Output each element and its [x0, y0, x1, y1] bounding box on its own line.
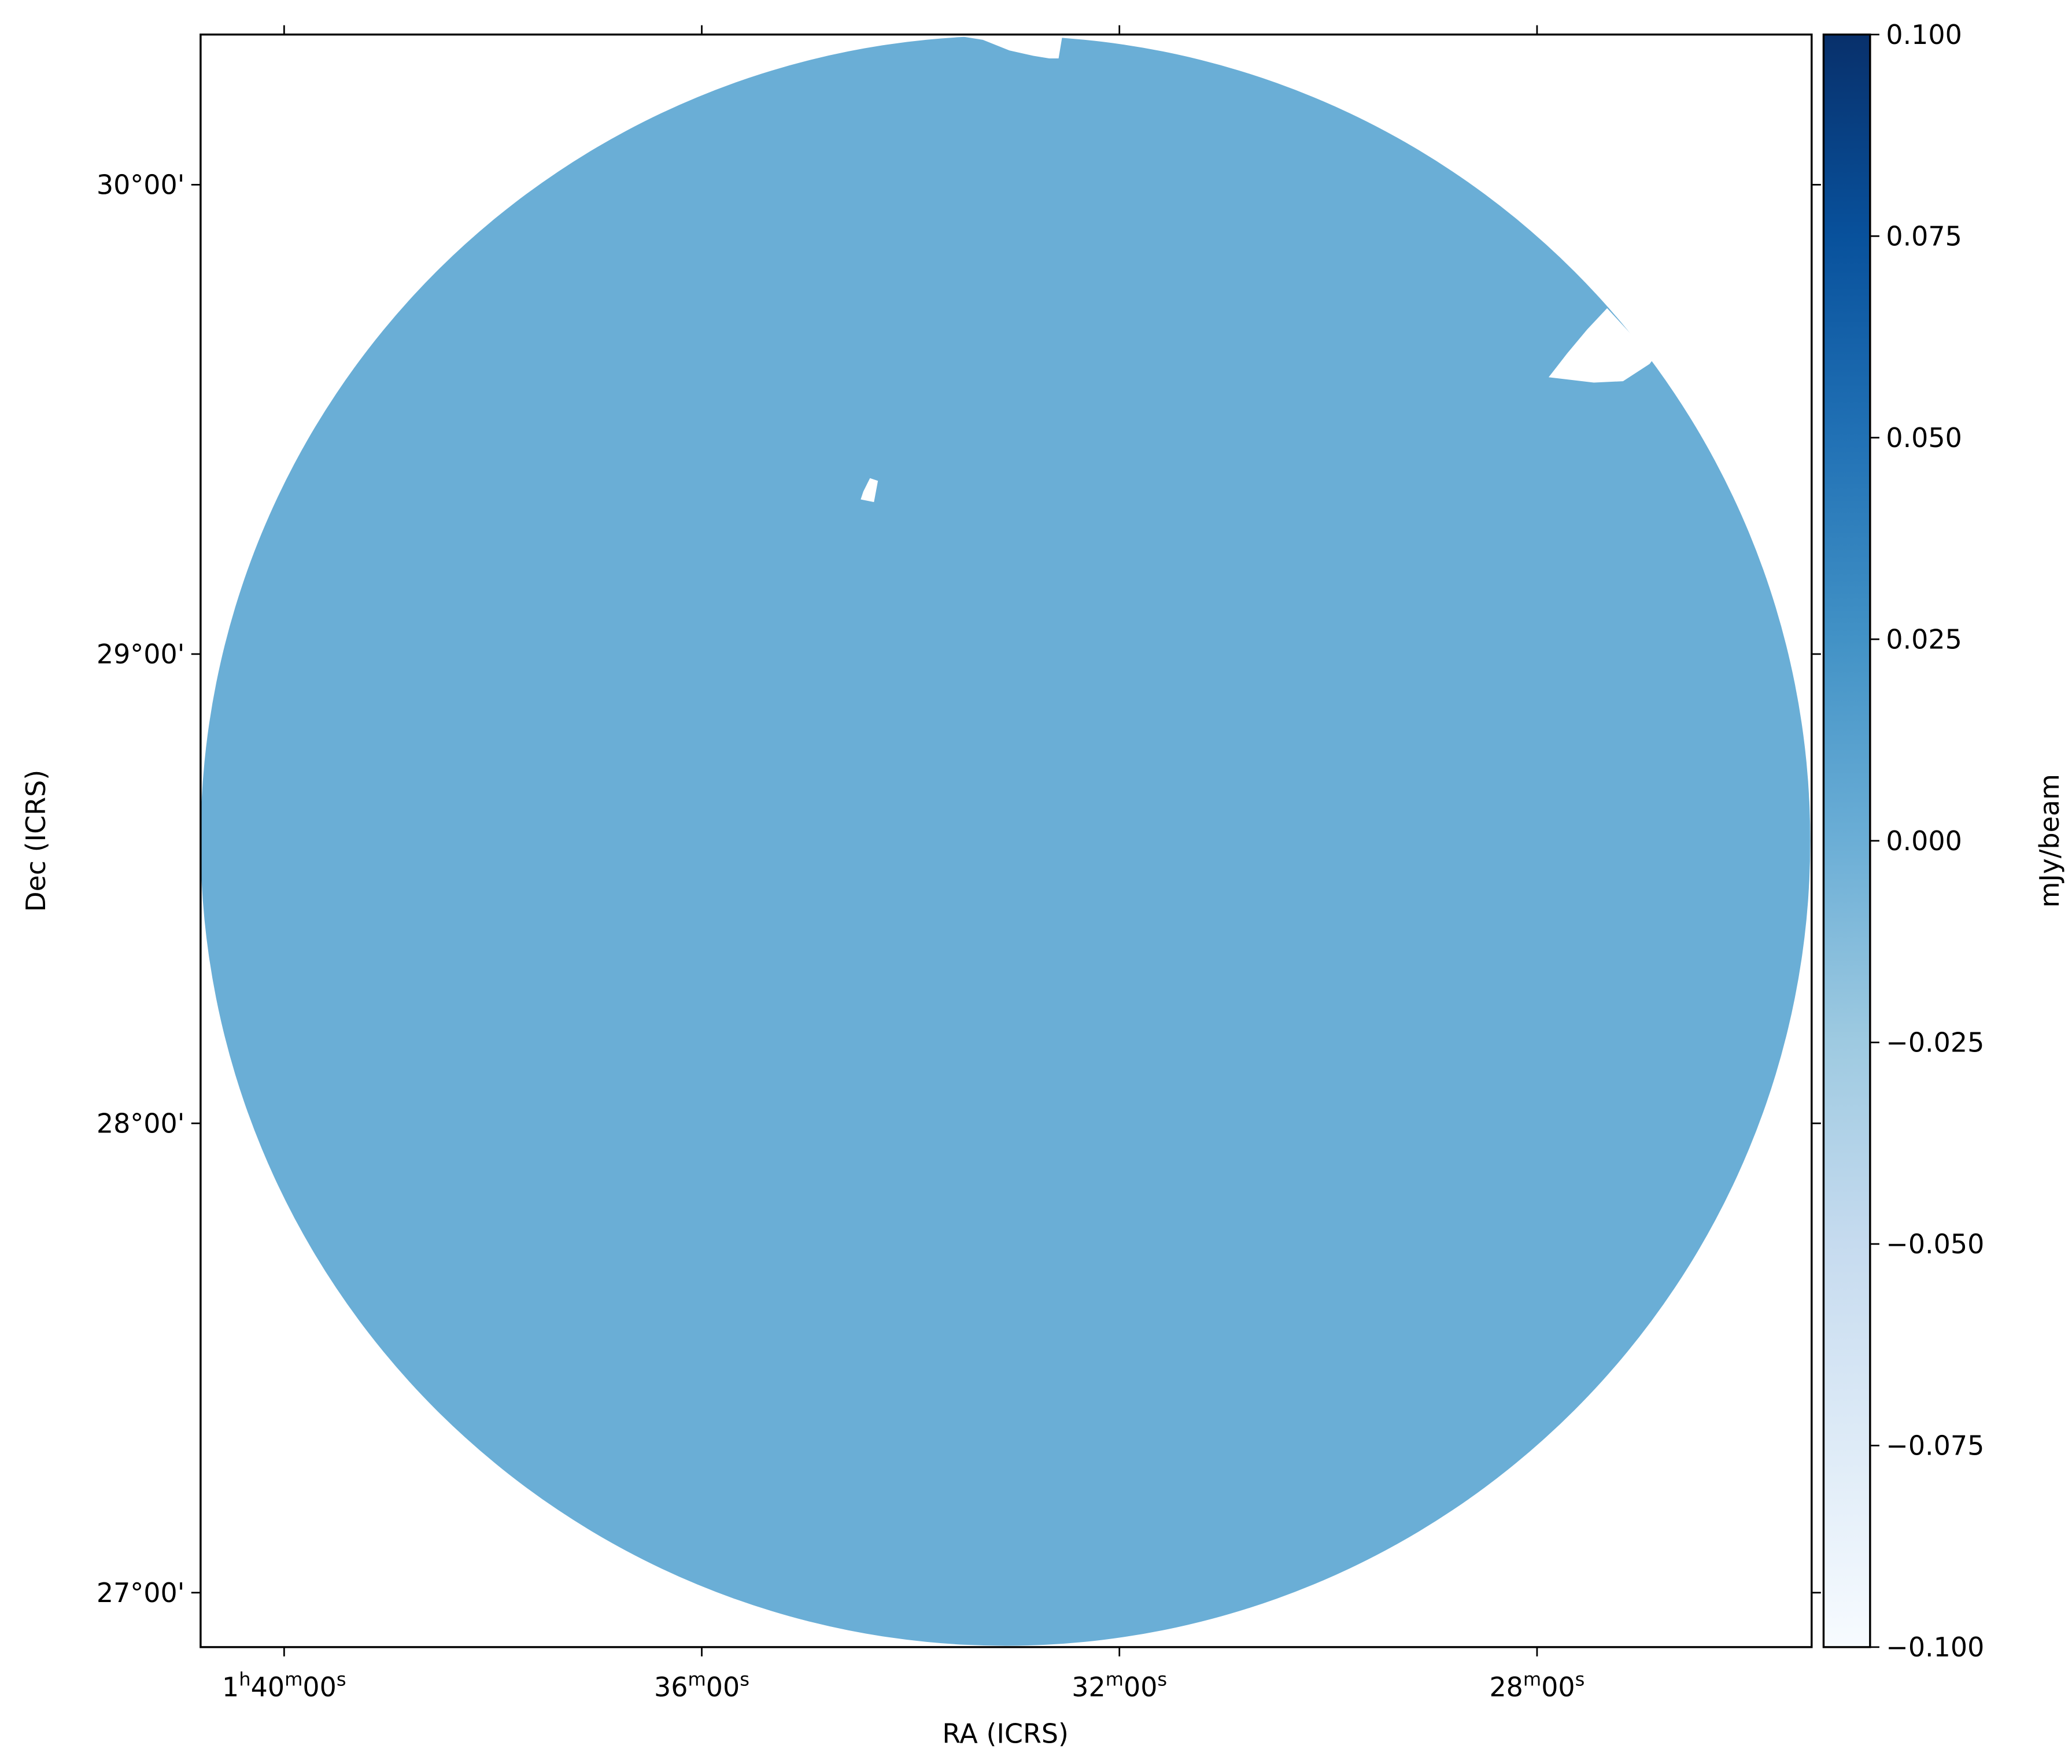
colorbar-tick-label: 0.100 [1886, 19, 1962, 50]
colorbar-label: mJy/beam [2034, 774, 2065, 907]
colorbar-tick-label: 0.025 [1886, 623, 1962, 655]
colorbar-tick-label: 0.000 [1886, 825, 1962, 857]
y-tick-label: 28°00' [97, 1108, 184, 1139]
colorbar-tick-label: −0.050 [1886, 1228, 1984, 1260]
y-tick-label: 27°00' [97, 1577, 184, 1608]
y-tick-label: 30°00' [97, 169, 184, 200]
x-tick-label: 28m00s [1489, 1668, 1585, 1702]
colorbar [1822, 33, 1871, 1648]
sky-image [201, 36, 1811, 1646]
y-axis-label: Dec (ICRS) [20, 770, 51, 912]
colorbar-tick-label: 0.050 [1886, 422, 1962, 453]
masked-region [1549, 308, 1654, 383]
colorbar-tick-label: −0.025 [1886, 1027, 1984, 1058]
image-area [201, 34, 1811, 1646]
x-tick-label: 1h40m00s [222, 1668, 346, 1702]
plot-frame [200, 33, 1813, 1648]
x-axis-label: RA (ICRS) [942, 1718, 1069, 1749]
y-tick-label: 29°00' [97, 639, 184, 670]
masked-region [950, 34, 1063, 59]
colorbar-tick-label: 0.075 [1886, 220, 1962, 252]
colorbar-tick-label: −0.100 [1886, 1632, 1984, 1663]
x-tick-label: 36m00s [654, 1668, 749, 1702]
x-tick-label: 32m00s [1072, 1668, 1167, 1702]
masked-region [860, 478, 878, 503]
colorbar-tick-label: −0.075 [1886, 1430, 1984, 1461]
